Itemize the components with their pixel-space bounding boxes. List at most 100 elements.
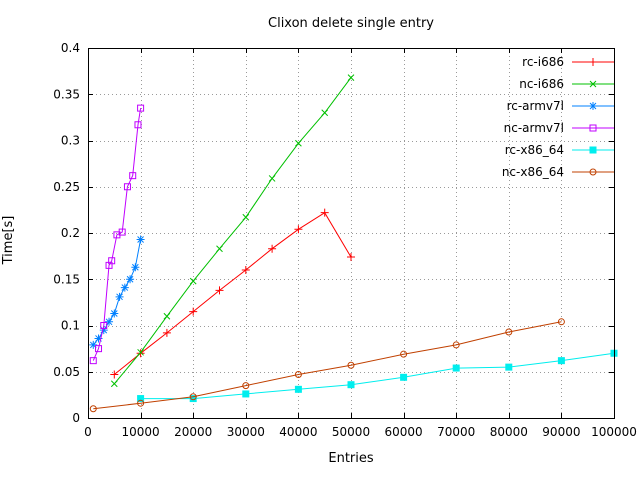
y-tick-label: 0.15 [53,272,80,286]
series-marker-square-filled [589,146,597,154]
series-marker-square-filled [400,373,408,381]
series-marker-square-open [95,345,103,353]
series-marker-square-open [129,172,137,180]
y-tick-label: 0.05 [53,365,80,379]
series-marker-plus [215,286,224,295]
x-tick-label: 10000 [122,425,160,439]
series-marker-cross [137,348,144,356]
series-marker-square-filled [557,357,565,365]
series-marker-plus [294,225,303,234]
x-tick-label: 40000 [279,425,317,439]
series-marker-circle-open [294,371,302,379]
series-marker-square-filled [189,395,197,403]
series-marker-circle-open [452,341,460,349]
legend-label-rc-x86_64: rc-x86_64 [505,143,564,157]
series-marker-cross [216,245,223,253]
x-tick-label: 80000 [490,425,528,439]
series-marker-square-filled [347,381,355,389]
legend-label-rc-armv7l: rc-armv7l [507,99,564,113]
series-marker-asterisk [89,340,98,349]
series-marker-cross [347,74,355,81]
series-marker-asterisk [105,317,114,326]
series-marker-cross [189,277,197,285]
series-marker-circle-open [505,328,513,336]
series-marker-plus [189,307,198,316]
series-line-rc-armv7l [92,239,142,346]
series-marker-square-filled [505,363,513,371]
series-marker-asterisk [589,102,597,110]
series-marker-circle-open [347,361,355,369]
series-marker-square-filled [242,390,250,398]
x-tick-label: 0 [84,425,92,439]
series-marker-circle-open [589,168,597,176]
series-marker-circle-open [137,399,145,407]
series-marker-asterisk [94,334,103,343]
x-axis-label: Entries [328,451,374,466]
y-tick-label: 0.2 [61,226,80,240]
y-axis-label: Time[s] [1,215,16,265]
series-marker-asterisk [99,326,108,335]
series-marker-circle-open [557,318,565,326]
series-marker-square-open [137,104,145,112]
series-marker-square-filled [452,364,460,372]
legend-label-nc-i686: nc-i686 [519,77,564,91]
series-marker-circle-open [242,382,250,390]
series-marker-asterisk [120,283,129,292]
series-marker-plus [347,253,355,262]
series-marker-plus [110,370,119,379]
y-tick-label: 0.1 [61,319,80,333]
y-tick-label: 0.25 [53,180,80,194]
series-marker-cross [589,80,597,88]
y-tick-label: 0.4 [61,41,80,55]
chart-title: Clixon delete single entry [268,16,434,31]
series-line-nc-i686 [113,77,352,385]
legend-label-nc-x86_64: nc-x86_64 [502,165,564,179]
series-marker-square-open [118,228,126,236]
series-marker-square-open [134,121,142,129]
y-tick-label: 0.35 [53,87,80,101]
series-marker-cross [110,380,118,388]
series-marker-circle-open [189,393,197,401]
series-marker-plus [162,328,171,337]
series-marker-square-filled [294,385,302,393]
series-marker-plus [589,58,597,66]
series-marker-square-open [100,322,108,329]
series-marker-square-open [589,124,597,132]
series-line-rc-x86_64 [140,352,615,400]
series-marker-asterisk [110,309,119,318]
series-line-nc-x86_64 [93,321,562,410]
series-marker-asterisk [136,235,145,244]
series-marker-plus [241,266,250,274]
x-tick-label: 60000 [385,425,423,439]
series-marker-circle-open [400,350,408,358]
series-marker-square-open [108,257,116,265]
x-tick-label: 100000 [591,425,637,439]
series-line-rc-i686 [113,212,352,375]
x-tick-label: 20000 [174,425,212,439]
series-marker-cross [242,213,250,221]
legend-label-rc-i686: rc-i686 [522,55,564,69]
series-marker-square-open [123,183,131,191]
y-tick-label: 0.3 [61,134,80,148]
y-tick-label: 0 [72,411,80,425]
series-marker-square-filled [137,395,145,403]
series-marker-plus [268,244,277,253]
series-marker-plus [320,208,329,217]
series-marker-square-open [89,357,97,365]
series-marker-cross [321,109,329,117]
series-marker-cross [163,312,171,320]
legend-label-nc-armv7l: nc-armv7l [504,121,564,135]
series-marker-plus [136,349,145,358]
series-line-nc-armv7l [92,108,142,361]
x-tick-label: 30000 [227,425,265,439]
series-marker-cross [268,175,276,182]
series-marker-circle-open [89,405,97,413]
x-tick-label: 90000 [542,425,580,439]
series-marker-asterisk [126,275,135,284]
series-marker-asterisk [131,263,140,272]
x-tick-label: 70000 [437,425,475,439]
series-marker-asterisk [115,292,124,301]
x-tick-label: 50000 [332,425,370,439]
